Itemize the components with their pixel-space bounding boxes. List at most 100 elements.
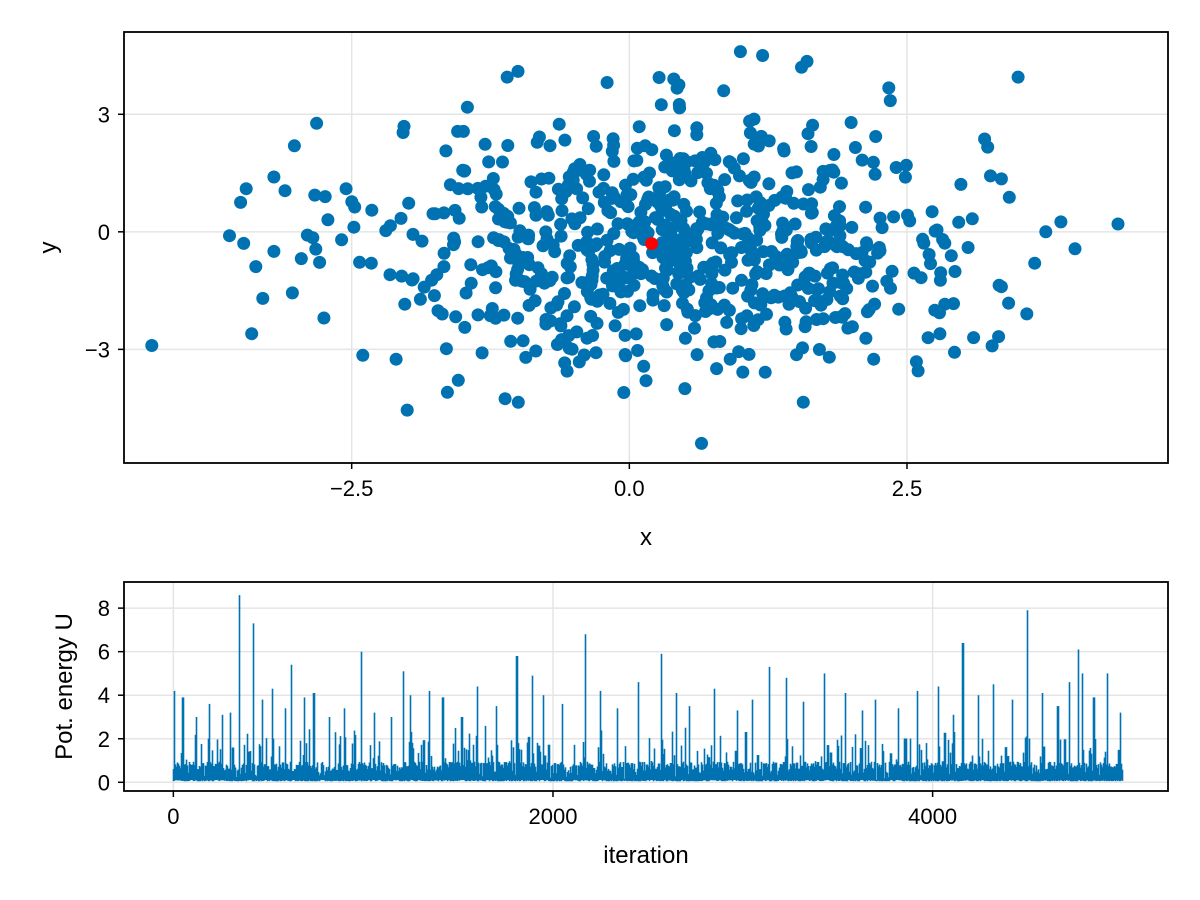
scatter-point: [457, 164, 471, 178]
scatter-point: [459, 286, 473, 300]
scatter-point: [822, 350, 836, 364]
scatter-point: [803, 266, 817, 280]
scatter-point: [648, 211, 662, 225]
scatter-point: [560, 309, 574, 323]
scatter-point: [994, 172, 1008, 186]
scatter-point: [554, 217, 568, 231]
scatter-point: [826, 261, 840, 275]
scatter-ticks: −2.5 0.0 2.5 −3 0 3: [85, 102, 922, 501]
scatter-point: [614, 285, 628, 299]
scatter-point: [1020, 307, 1034, 321]
scatter-y-tick-label: −3: [85, 337, 110, 362]
scatter-point: [791, 278, 805, 292]
scatter-point: [667, 156, 681, 170]
scatter-point: [707, 335, 721, 349]
scatter-point: [680, 204, 693, 218]
scatter-point: [642, 190, 656, 204]
scatter-point: [558, 287, 571, 300]
scatter-point: [965, 212, 979, 226]
scatter-point: [500, 70, 514, 84]
scatter-point: [796, 395, 810, 409]
scatter-point: [629, 327, 643, 341]
scatter-point: [714, 241, 728, 255]
scatter-point: [688, 309, 702, 323]
scatter-point: [234, 195, 248, 209]
scatter-point: [406, 227, 420, 241]
scatter-point: [749, 190, 763, 204]
scatter-point: [678, 331, 692, 345]
scatter-point: [619, 349, 633, 363]
scatter-point: [710, 362, 724, 376]
scatter-point: [313, 255, 327, 269]
scatter-x-tick-label: 0.0: [614, 476, 645, 501]
scatter-point: [790, 348, 803, 362]
scatter-point: [933, 327, 947, 341]
scatter-point: [639, 374, 653, 388]
scatter-point: [1111, 217, 1125, 231]
scatter-point: [676, 296, 689, 310]
scatter-point: [859, 200, 873, 214]
scatter-point: [800, 54, 814, 68]
scatter-point: [736, 152, 750, 166]
scatter-point: [889, 161, 903, 174]
scatter-point: [310, 116, 324, 130]
scatter-point: [513, 224, 527, 238]
scatter-point: [598, 250, 612, 263]
scatter-point: [308, 188, 322, 202]
scatter-point: [743, 126, 757, 140]
scatter-point: [581, 225, 595, 239]
scatter-point: [708, 215, 722, 229]
scatter-point: [402, 196, 416, 210]
scatter-point: [805, 206, 819, 220]
scatter-point: [933, 273, 947, 287]
scatter-point: [1002, 296, 1016, 310]
scatter-point: [747, 112, 761, 126]
scatter-point: [741, 289, 755, 303]
scatter-point: [684, 174, 698, 188]
scatter-point: [630, 153, 644, 167]
scatter-point: [584, 278, 598, 291]
scatter-point: [741, 253, 755, 267]
scatter-point: [751, 139, 765, 153]
scatter-point: [458, 320, 472, 334]
scatter-x-tick-label: −2.5: [330, 476, 373, 501]
scatter-point: [237, 236, 251, 250]
scatter-point: [546, 238, 560, 252]
scatter-point: [612, 275, 626, 289]
scatter-point: [793, 295, 806, 309]
scatter-point: [833, 229, 847, 243]
scatter-point: [812, 282, 825, 296]
scatter-point: [827, 209, 841, 223]
scatter-point: [398, 297, 412, 311]
scatter-point: [848, 141, 862, 154]
scatter-point: [753, 223, 767, 237]
scatter-point: [496, 155, 509, 169]
scatter-point: [657, 299, 671, 313]
scatter-point: [573, 211, 587, 225]
scatter-point: [552, 117, 566, 131]
scatter-points: [145, 45, 1125, 450]
scatter-point: [777, 144, 791, 158]
scatter-point: [427, 289, 441, 303]
scatter-point: [869, 130, 883, 143]
scatter-point: [735, 241, 748, 254]
scatter-point: [603, 296, 617, 310]
scatter-point: [855, 246, 869, 260]
scatter-x-tick-label: 2.5: [892, 476, 923, 501]
scatter-point: [504, 334, 518, 348]
scatter-point: [733, 45, 747, 59]
scatter-point: [456, 124, 470, 138]
scatter-point: [317, 311, 331, 325]
scatter-point: [618, 328, 632, 342]
scatter-point: [530, 135, 544, 149]
scatter-point: [339, 182, 353, 196]
scatter-panel: −2.5 0.0 2.5 −3 0 3 x y: [35, 31, 1169, 551]
scatter-point: [607, 227, 621, 240]
scatter-point: [837, 276, 851, 290]
scatter-point: [768, 193, 782, 207]
scatter-point: [925, 205, 939, 219]
scatter-point: [667, 72, 681, 86]
scatter-y-tick-label: 3: [98, 102, 110, 127]
scatter-point: [619, 178, 632, 192]
scatter-point: [318, 190, 332, 204]
